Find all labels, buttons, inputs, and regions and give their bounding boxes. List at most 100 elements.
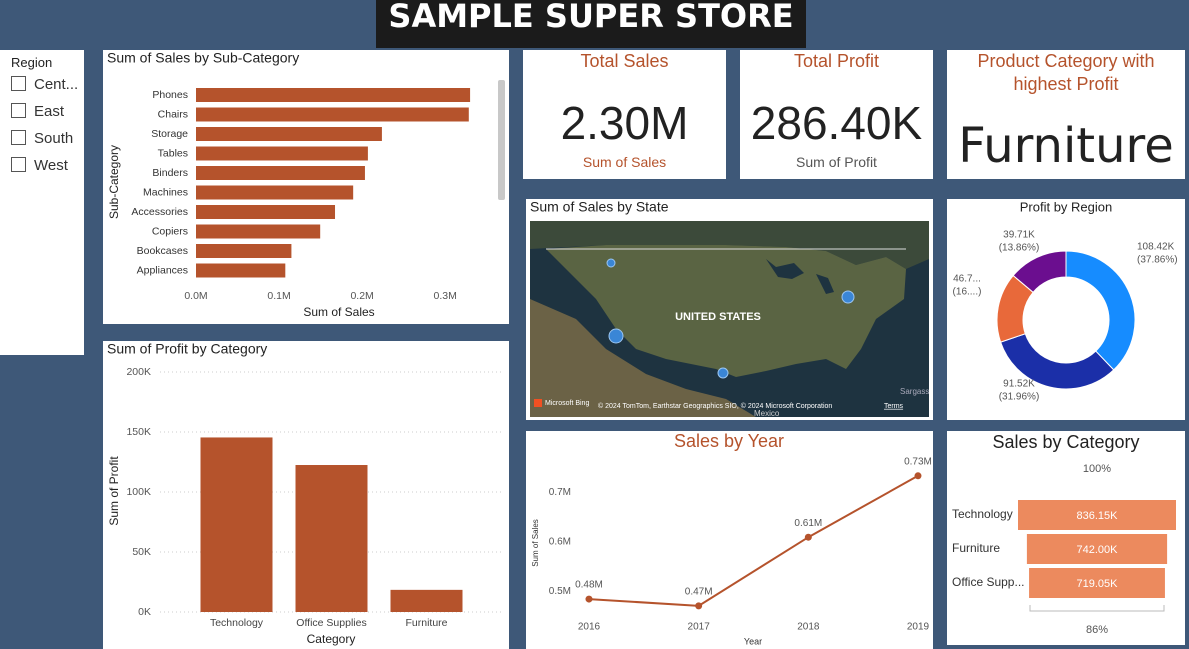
data-label: 742.00K [1077, 544, 1119, 556]
data-label: 108.42K [1137, 242, 1175, 253]
map-neighbor: Mexico [754, 409, 780, 418]
y-tick-label: Machines [143, 186, 188, 198]
data-label: 0.48M [575, 580, 603, 591]
map-bubble[interactable] [717, 367, 729, 379]
map-mexico [530, 299, 756, 417]
percent-label: (37.86%) [1137, 255, 1178, 266]
map: Sum of Sales by State UNITED STATES Micr… [530, 199, 929, 418]
x-tick-label: Technology [210, 617, 264, 629]
map-bubble[interactable] [608, 328, 624, 344]
map-brand: Microsoft Bing [545, 400, 589, 407]
y-tick-label: 0.6M [549, 536, 571, 547]
y-tick-label: 50K [132, 546, 151, 558]
x-axis-label: Year [744, 636, 762, 646]
kpi-card: Total Sales 2.30M Sum of Sales [523, 50, 726, 179]
data-label: 719.05K [1077, 578, 1119, 590]
chart-panel: Sum of Sales by Sub-Category Phones Chairs… [103, 50, 509, 324]
map-canada [530, 221, 929, 269]
slicer-label: West [34, 157, 68, 174]
slicer-item[interactable]: East [11, 103, 64, 120]
region-slicer: Region Cent... East South West [0, 50, 84, 355]
data-label: 46.7... [953, 274, 981, 285]
data-label: 0.47M [685, 587, 713, 598]
slicer-item[interactable]: West [11, 157, 68, 174]
card-caption: Sum of Sales [582, 154, 667, 170]
bar [196, 185, 354, 200]
map-country: UNITED STATES [675, 311, 761, 323]
y-tick-label: Phones [152, 89, 188, 101]
bar [196, 88, 471, 102]
slicer-item[interactable]: South [11, 130, 73, 147]
map-title: Sum of Sales by State [530, 199, 669, 215]
header-title: SAMPLE SUPER STORE [376, 0, 806, 48]
y-tick-label: Storage [151, 128, 188, 140]
kpi-card: Total Profit 286.40K Sum of Profit [740, 50, 933, 179]
funnel-bar [1029, 568, 1165, 598]
y-tick-label: Tables [158, 147, 188, 159]
x-axis-label: Category [307, 632, 356, 646]
category-label: Technology [952, 507, 1013, 521]
chart: Profit by Region 108.42K (37.86%) 91.52K (31… [953, 199, 1178, 402]
card-value: Furniture [958, 118, 1174, 174]
bar [390, 589, 463, 612]
y-tick-label: 0K [138, 606, 151, 618]
bar [196, 146, 368, 161]
bar [196, 166, 365, 180]
y-tick-label: Copiers [152, 225, 188, 237]
chart: Sum of Sales by Sub-Category Phones Chairs… [107, 50, 505, 319]
chart-title: Sales by Year [674, 431, 784, 451]
point [804, 533, 812, 541]
x-tick-label: 0.3M [433, 290, 456, 302]
card-value: 2.30M [560, 97, 689, 149]
y-axis-label: Sum of Sales [531, 519, 540, 567]
y-tick-label: Binders [152, 167, 188, 179]
card-value: 286.40K [750, 97, 923, 149]
y-tick-label: 0.5M [549, 586, 571, 597]
chart-title: Sum of Profit by Category [107, 341, 267, 357]
y-tick-label: Appliances [137, 264, 188, 276]
map-lakes [766, 259, 834, 294]
bar [196, 224, 321, 239]
chart: Sales by Year 0.5M 0.6M 0.7M 2016 2017 2018 201… [531, 431, 932, 646]
chart-title: Profit by Region [1020, 199, 1113, 214]
percent-label: 86% [1086, 624, 1108, 636]
y-tick-label: 200K [126, 366, 151, 378]
map-land [546, 245, 906, 377]
chart: Sum of Profit by Category 0K 50K 100K 150K 20… [107, 341, 503, 646]
x-tick-label: 2019 [907, 622, 930, 633]
donut-slice [1000, 333, 1115, 390]
map-bubble[interactable] [606, 258, 616, 268]
percent-label: 100% [1083, 463, 1111, 475]
map-sea: Sargass [900, 387, 929, 396]
bar [200, 437, 273, 612]
chart-panel: Profit by Region 108.42K (37.86%) 91.52K (31… [947, 199, 1185, 420]
scrollbar [498, 80, 505, 200]
line [588, 474, 919, 607]
point [585, 595, 593, 603]
funnel-bar [1026, 534, 1168, 564]
kpi-card: Product Category with highest Profit Fur… [947, 50, 1185, 179]
chart: Sales by Category 100% Technology 836.15K Fu… [952, 432, 1176, 636]
funnel-bracket [1029, 605, 1165, 612]
x-tick-label: Furniture [405, 617, 447, 629]
data-label: 836.15K [1077, 510, 1119, 522]
y-axis-label: Sub-Category [107, 145, 121, 219]
funnel-bar [1018, 500, 1176, 530]
y-tick-label: 100K [126, 486, 151, 498]
x-tick-label: 2018 [797, 622, 820, 633]
chart-panel: Sum of Profit by Category 0K 50K 100K 150K 20… [103, 341, 509, 649]
map-bubble[interactable] [841, 290, 855, 304]
map-terms[interactable]: Terms [884, 403, 904, 410]
slicer-label: Cent... [34, 76, 79, 93]
slicer-item[interactable]: Cent... [11, 76, 78, 93]
map-attribution: © 2024 TomTom, Earthstar Geographics SIO… [598, 402, 832, 410]
point [914, 472, 922, 480]
card-title: Total Sales [580, 51, 669, 71]
donut-slice [1065, 250, 1136, 371]
chart-title: Sales by Category [992, 432, 1139, 452]
data-label: 0.61M [794, 518, 822, 529]
bar [196, 107, 469, 122]
bar [196, 263, 286, 278]
bar [196, 205, 336, 219]
data-label: 0.73M [904, 456, 932, 467]
